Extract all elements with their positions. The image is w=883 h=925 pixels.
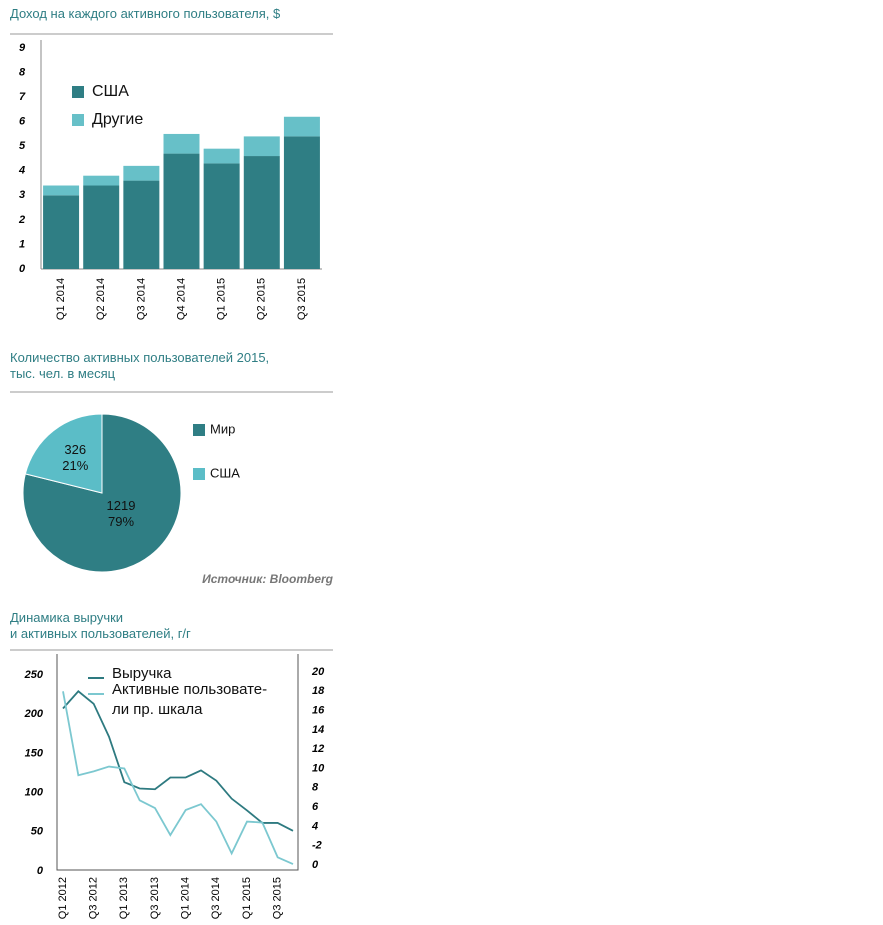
bar-segment	[283, 116, 320, 137]
y2-tick-label: 8	[312, 782, 319, 794]
bar-segment	[83, 185, 120, 269]
value-label: 1219	[107, 498, 136, 513]
y-tick-label: 6	[19, 116, 26, 128]
legend-swatch	[72, 86, 84, 98]
x-tick-label: Q1 2013	[118, 877, 130, 919]
x-tick-label: Q2 2015	[256, 278, 268, 320]
bar-segment	[83, 175, 120, 186]
y2-tick-label: 18	[312, 685, 325, 697]
x-tick-label: Q1 2015	[216, 278, 228, 320]
bar-segment	[203, 163, 240, 269]
legend-label: Мир	[210, 421, 235, 436]
legend-swatch	[193, 468, 205, 480]
y2-tick-label: -2	[312, 840, 322, 852]
chart-title: Доход на каждого активного пользователя,…	[10, 6, 281, 21]
chart-title: Динамика выручки и активных пользователе…	[10, 610, 191, 641]
x-tick-label: Q1 2014	[180, 877, 192, 919]
x-tick-label: Q3 2012	[88, 877, 100, 919]
y-tick-label: 50	[31, 826, 44, 838]
bar-segment	[243, 156, 280, 269]
y2-tick-label: 12	[312, 743, 324, 755]
y2-tick-label: 20	[311, 666, 325, 678]
legend-label: Другие	[92, 111, 143, 128]
legend-label: Активные пользовате- ли пр. шкала	[112, 681, 268, 718]
pie-slice	[24, 413, 103, 494]
bar-segment	[123, 180, 160, 269]
series-line	[62, 691, 294, 865]
series-line	[62, 690, 294, 832]
legend-swatch	[72, 114, 84, 126]
y2-tick-label: 0	[312, 859, 319, 871]
x-tick-label: Q3 2014	[135, 278, 147, 320]
y-tick-label: 150	[25, 747, 44, 759]
y-tick-label: 4	[18, 165, 25, 177]
legend-label: США	[92, 83, 129, 100]
percent-label: 79%	[108, 514, 134, 529]
y-tick-label: 100	[25, 787, 44, 799]
y2-tick-label: 10	[312, 762, 325, 774]
bar-segment	[243, 136, 280, 157]
bar-segment	[283, 136, 320, 269]
bar-segment	[163, 153, 200, 269]
y-tick-label: 2	[18, 214, 25, 226]
y-tick-label: 250	[24, 669, 44, 681]
legend-label: США	[210, 465, 240, 480]
y-tick-label: 7	[19, 91, 26, 103]
percent-label: 21%	[62, 458, 88, 473]
y-tick-label: 3	[19, 189, 25, 201]
bar-segment	[43, 185, 80, 196]
legend-label: Выручка	[112, 665, 172, 682]
source-note: Источник: Bloomberg	[202, 572, 334, 586]
x-tick-label: Q2 2014	[95, 278, 107, 320]
y2-tick-label: 4	[311, 820, 318, 832]
legend-swatch	[193, 424, 205, 436]
y-tick-label: 1	[19, 238, 25, 250]
x-tick-label: Q3 2015	[296, 278, 308, 320]
bar-segment	[163, 133, 200, 154]
bar-segment	[203, 148, 240, 164]
x-tick-label: Q1 2014	[55, 278, 67, 320]
value-label: 326	[64, 442, 86, 457]
chart-title: Количество активных пользователей 2015, …	[10, 350, 270, 381]
y-tick-label: 0	[19, 263, 26, 275]
y-tick-label: 9	[19, 42, 26, 54]
plot-frame	[56, 654, 299, 871]
x-tick-label: Q4 2014	[175, 278, 187, 320]
y2-tick-label: 14	[312, 724, 324, 736]
y-tick-label: 0	[37, 865, 44, 877]
y2-tick-label: 6	[312, 801, 319, 813]
bar-segment	[123, 165, 160, 181]
x-tick-label: Q3 2014	[210, 877, 222, 919]
y-tick-label: 5	[19, 140, 26, 152]
y2-tick-label: 16	[312, 705, 325, 717]
x-tick-label: Q3 2013	[149, 877, 161, 919]
bar-segment	[43, 195, 80, 269]
x-tick-label: Q3 2015	[272, 877, 284, 919]
y-tick-label: 200	[24, 708, 44, 720]
x-tick-label: Q1 2012	[57, 877, 69, 919]
y-tick-label: 8	[19, 66, 26, 78]
x-tick-label: Q1 2015	[241, 877, 253, 919]
